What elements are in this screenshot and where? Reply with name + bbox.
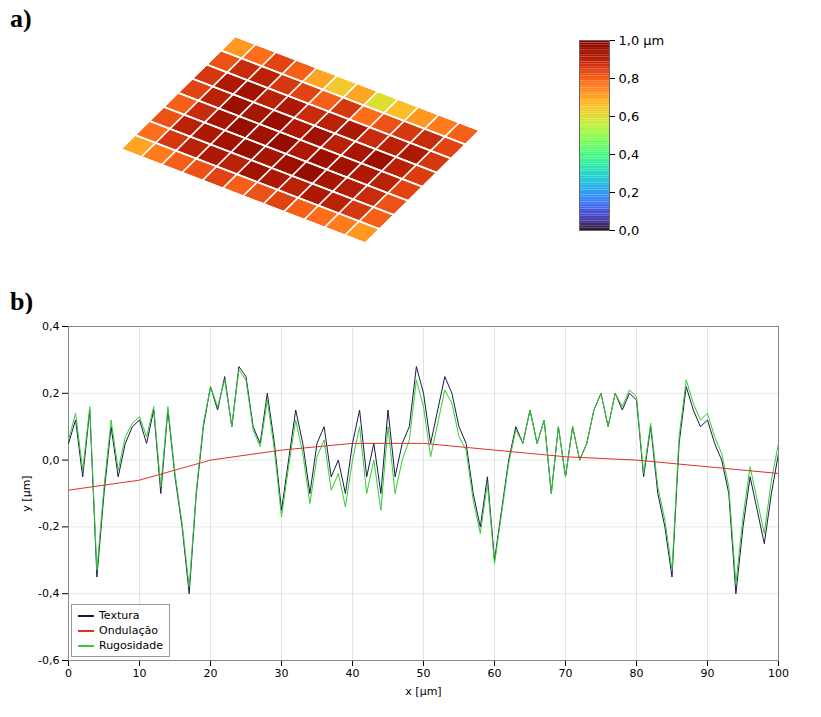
svg-text:0: 0: [65, 667, 72, 680]
svg-text:0,0: 0,0: [619, 223, 640, 238]
svg-text:1,0 µm: 1,0 µm: [619, 33, 665, 48]
svg-text:100: 100: [768, 667, 789, 680]
svg-text:0,0: 0,0: [42, 454, 60, 467]
svg-text:20: 20: [204, 667, 218, 680]
svg-text:40: 40: [346, 667, 360, 680]
svg-text:0,4: 0,4: [42, 320, 60, 333]
svg-text:x [µm]: x [µm]: [405, 685, 441, 698]
html-text:b): b): [10, 287, 34, 316]
svg-text:60: 60: [488, 667, 502, 680]
html-text:a): a): [10, 4, 32, 33]
svg-text:0,2: 0,2: [42, 387, 60, 400]
svg-text:y [µm]: y [µm]: [20, 475, 33, 511]
svg-text:70: 70: [559, 667, 573, 680]
svg-text:0,6: 0,6: [619, 109, 640, 124]
svg-text:30: 30: [275, 667, 289, 680]
svg-text:80: 80: [630, 667, 644, 680]
svg-text:50: 50: [417, 667, 431, 680]
svg-text:0,2: 0,2: [619, 185, 640, 200]
svg-text:90: 90: [701, 667, 715, 680]
html-text:Ondulação: Ondulação: [99, 624, 158, 637]
svg-text:10: 10: [133, 667, 147, 680]
html-text:Textura: Textura: [99, 609, 140, 622]
svg-text:0,8: 0,8: [619, 71, 640, 86]
html-text:Rugosidade: Rugosidade: [99, 639, 164, 652]
svg-text:-0,4: -0,4: [38, 587, 59, 600]
svg-text:-0,2: -0,2: [38, 520, 59, 533]
svg-text:-0,6: -0,6: [38, 654, 59, 667]
svg-text:0,4: 0,4: [619, 147, 640, 162]
